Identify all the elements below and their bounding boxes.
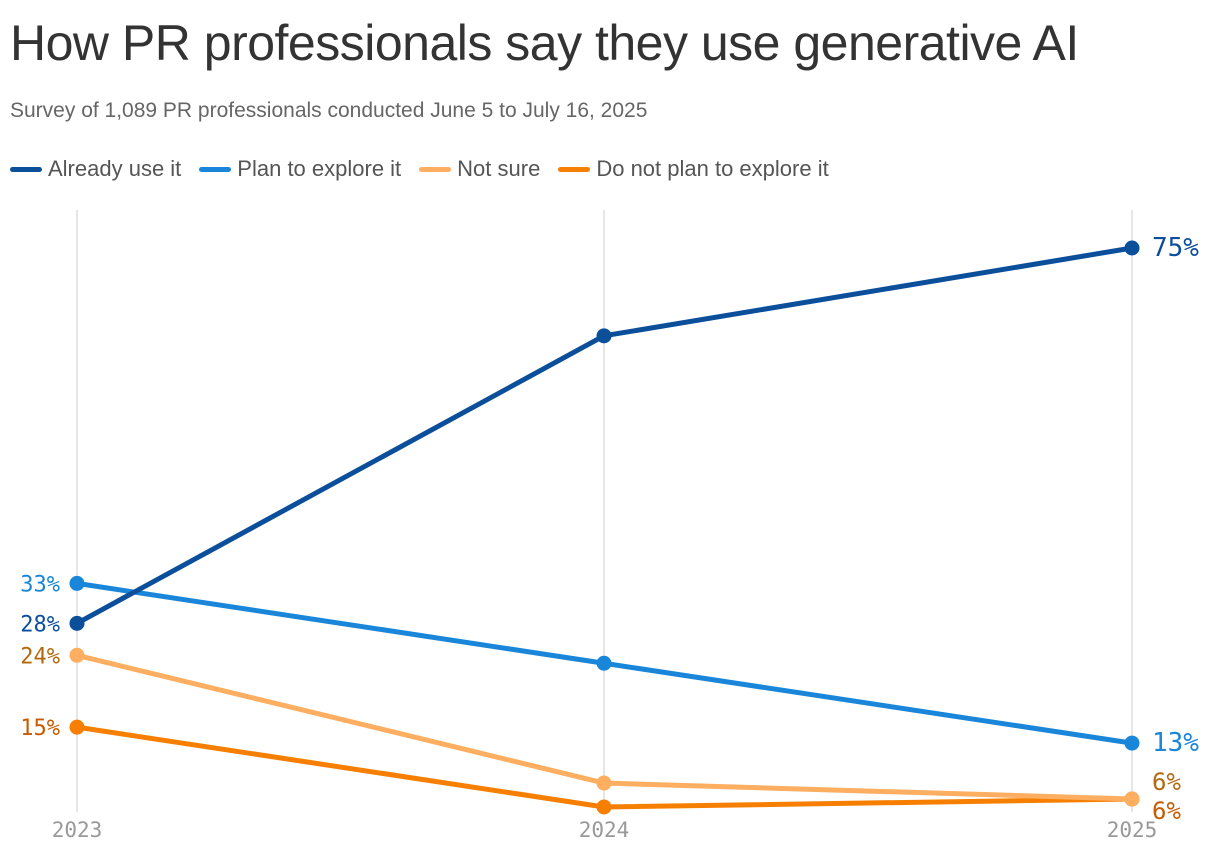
legend-item-not-sure: Not sure — [419, 156, 540, 182]
legend-swatch — [10, 166, 42, 172]
legend-label: Do not plan to explore it — [596, 156, 829, 181]
legend-item-do-not-plan: Do not plan to explore it — [558, 156, 829, 182]
legend-label: Plan to explore it — [237, 156, 402, 181]
legend-label: Already use it — [48, 156, 182, 181]
data-point — [596, 655, 612, 671]
legend: Already use it Plan to explore it Not su… — [10, 156, 847, 182]
x-tick-label: 2024 — [579, 818, 630, 842]
data-label-right: 75% — [1152, 233, 1199, 263]
legend-swatch — [419, 166, 452, 172]
data-point — [69, 615, 85, 631]
legend-swatch — [199, 166, 232, 172]
data-label-left: 15% — [20, 716, 60, 741]
data-point — [596, 799, 612, 815]
data-label-left: 33% — [20, 572, 60, 597]
data-label-right: 6% — [1152, 768, 1181, 796]
data-label-left: 28% — [20, 612, 60, 637]
legend-item-already-use: Already use it — [10, 156, 181, 182]
data-label-left: 24% — [20, 644, 60, 669]
chart-title: How PR professionals say they use genera… — [10, 15, 1079, 71]
data-point — [596, 328, 612, 344]
legend-swatch — [558, 166, 591, 172]
data-point — [1124, 735, 1140, 751]
legend-item-plan-to-explore: Plan to explore it — [199, 156, 401, 182]
data-label-right: 13% — [1152, 728, 1199, 758]
legend-label: Not sure — [457, 156, 541, 181]
x-tick-label: 2025 — [1107, 818, 1158, 842]
data-point — [596, 775, 612, 791]
x-tick-label: 2023 — [52, 818, 103, 842]
data-point — [1124, 240, 1140, 256]
data-point — [69, 575, 85, 591]
data-point — [1124, 791, 1140, 807]
data-point — [69, 647, 85, 663]
data-point — [69, 719, 85, 735]
chart-subtitle: Survey of 1,089 PR professionals conduct… — [10, 99, 648, 122]
data-label-right: 6% — [1152, 797, 1181, 825]
